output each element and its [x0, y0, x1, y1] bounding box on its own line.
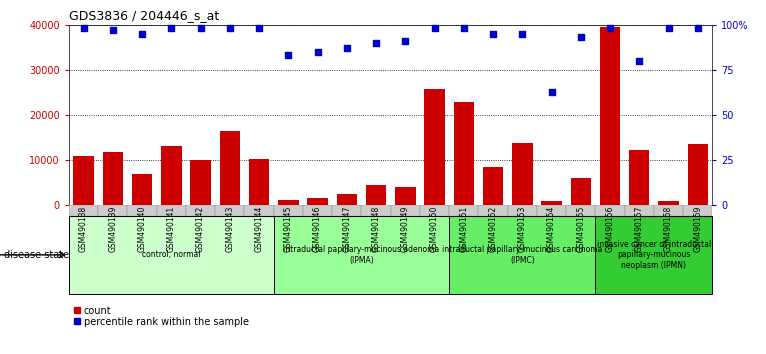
Bar [658, 201, 679, 205]
Bar [249, 159, 270, 205]
Text: GSM490150: GSM490150 [430, 206, 439, 252]
Point [77, 25, 90, 31]
Text: GSM490157: GSM490157 [635, 206, 643, 252]
Bar [161, 146, 182, 205]
Text: GSM490138: GSM490138 [79, 206, 88, 252]
Point [136, 31, 148, 37]
Bar [483, 167, 503, 205]
Point [224, 25, 236, 31]
Bar [537, 205, 566, 216]
Point [312, 49, 324, 55]
Point [457, 25, 470, 31]
Point [341, 45, 353, 51]
Text: GSM490143: GSM490143 [225, 206, 234, 252]
Point [428, 25, 440, 31]
Point [545, 89, 558, 95]
Bar [220, 131, 240, 205]
Legend: count, percentile rank within the sample: count, percentile rank within the sample [74, 306, 248, 327]
Text: GSM490141: GSM490141 [167, 206, 176, 252]
Point [253, 25, 265, 31]
Bar [273, 205, 303, 216]
Text: GSM490148: GSM490148 [372, 206, 381, 252]
Text: GSM490154: GSM490154 [547, 206, 556, 252]
Point [574, 35, 587, 40]
Bar [69, 216, 273, 294]
Bar [69, 205, 98, 216]
Bar [420, 205, 449, 216]
Text: GSM490147: GSM490147 [342, 206, 352, 252]
Text: GSM490151: GSM490151 [460, 206, 468, 252]
Bar [449, 205, 479, 216]
Text: GSM490139: GSM490139 [108, 206, 117, 252]
Bar [273, 216, 449, 294]
Bar [688, 144, 708, 205]
Bar [479, 205, 508, 216]
Bar [542, 201, 561, 205]
Bar [98, 205, 127, 216]
Bar [362, 205, 391, 216]
Bar [132, 174, 152, 205]
Bar [157, 205, 186, 216]
Text: intraductal papillary-mucinous carcinoma
(IPMC): intraductal papillary-mucinous carcinoma… [442, 245, 603, 264]
Point [692, 25, 704, 31]
Bar [74, 156, 93, 205]
Bar [332, 205, 362, 216]
Bar [391, 205, 420, 216]
Point [399, 38, 411, 44]
Bar [629, 150, 650, 205]
Bar [683, 205, 712, 216]
Text: GSM490145: GSM490145 [283, 206, 293, 252]
Bar [566, 205, 595, 216]
Bar [215, 205, 244, 216]
Text: GSM490142: GSM490142 [196, 206, 205, 252]
Bar [127, 205, 157, 216]
Text: GSM490152: GSM490152 [489, 206, 498, 252]
Bar [307, 198, 328, 205]
Bar [595, 205, 624, 216]
Text: GSM490156: GSM490156 [605, 206, 614, 252]
Bar [366, 185, 386, 205]
Text: GSM490159: GSM490159 [693, 206, 702, 252]
Point [663, 25, 675, 31]
Text: disease state: disease state [4, 250, 69, 260]
Text: GSM490155: GSM490155 [576, 206, 585, 252]
Text: GSM490153: GSM490153 [518, 206, 527, 252]
Bar [303, 205, 332, 216]
Bar [186, 205, 215, 216]
Bar [244, 205, 273, 216]
Bar [449, 216, 595, 294]
Point [604, 25, 616, 31]
Text: invasive cancer of intraductal
papillary-mucinous
neoplasm (IPMN): invasive cancer of intraductal papillary… [597, 240, 711, 270]
Point [282, 53, 294, 58]
Bar [571, 178, 591, 205]
Point [633, 58, 646, 64]
Point [195, 25, 207, 31]
Text: GDS3836 / 204446_s_at: GDS3836 / 204446_s_at [69, 9, 219, 22]
Bar [595, 216, 712, 294]
Point [516, 31, 529, 37]
Text: GSM490146: GSM490146 [313, 206, 322, 252]
Text: GSM490149: GSM490149 [401, 206, 410, 252]
Bar [508, 205, 537, 216]
Bar [600, 27, 620, 205]
Point [370, 40, 382, 46]
Text: GSM490144: GSM490144 [254, 206, 264, 252]
Bar [278, 200, 299, 205]
Bar [395, 187, 415, 205]
Point [106, 27, 119, 33]
Bar [453, 102, 474, 205]
Bar [336, 194, 357, 205]
Bar [190, 160, 211, 205]
Point [487, 31, 499, 37]
Point [165, 25, 178, 31]
Bar [654, 205, 683, 216]
Text: control, normal: control, normal [142, 250, 201, 259]
Bar [424, 89, 445, 205]
Bar [103, 152, 123, 205]
Bar [624, 205, 654, 216]
Text: intraductal papillary-mucinous adenoma
(IPMA): intraductal papillary-mucinous adenoma (… [283, 245, 440, 264]
Bar [512, 143, 532, 205]
Text: GSM490140: GSM490140 [138, 206, 146, 252]
Text: GSM490158: GSM490158 [664, 206, 673, 252]
